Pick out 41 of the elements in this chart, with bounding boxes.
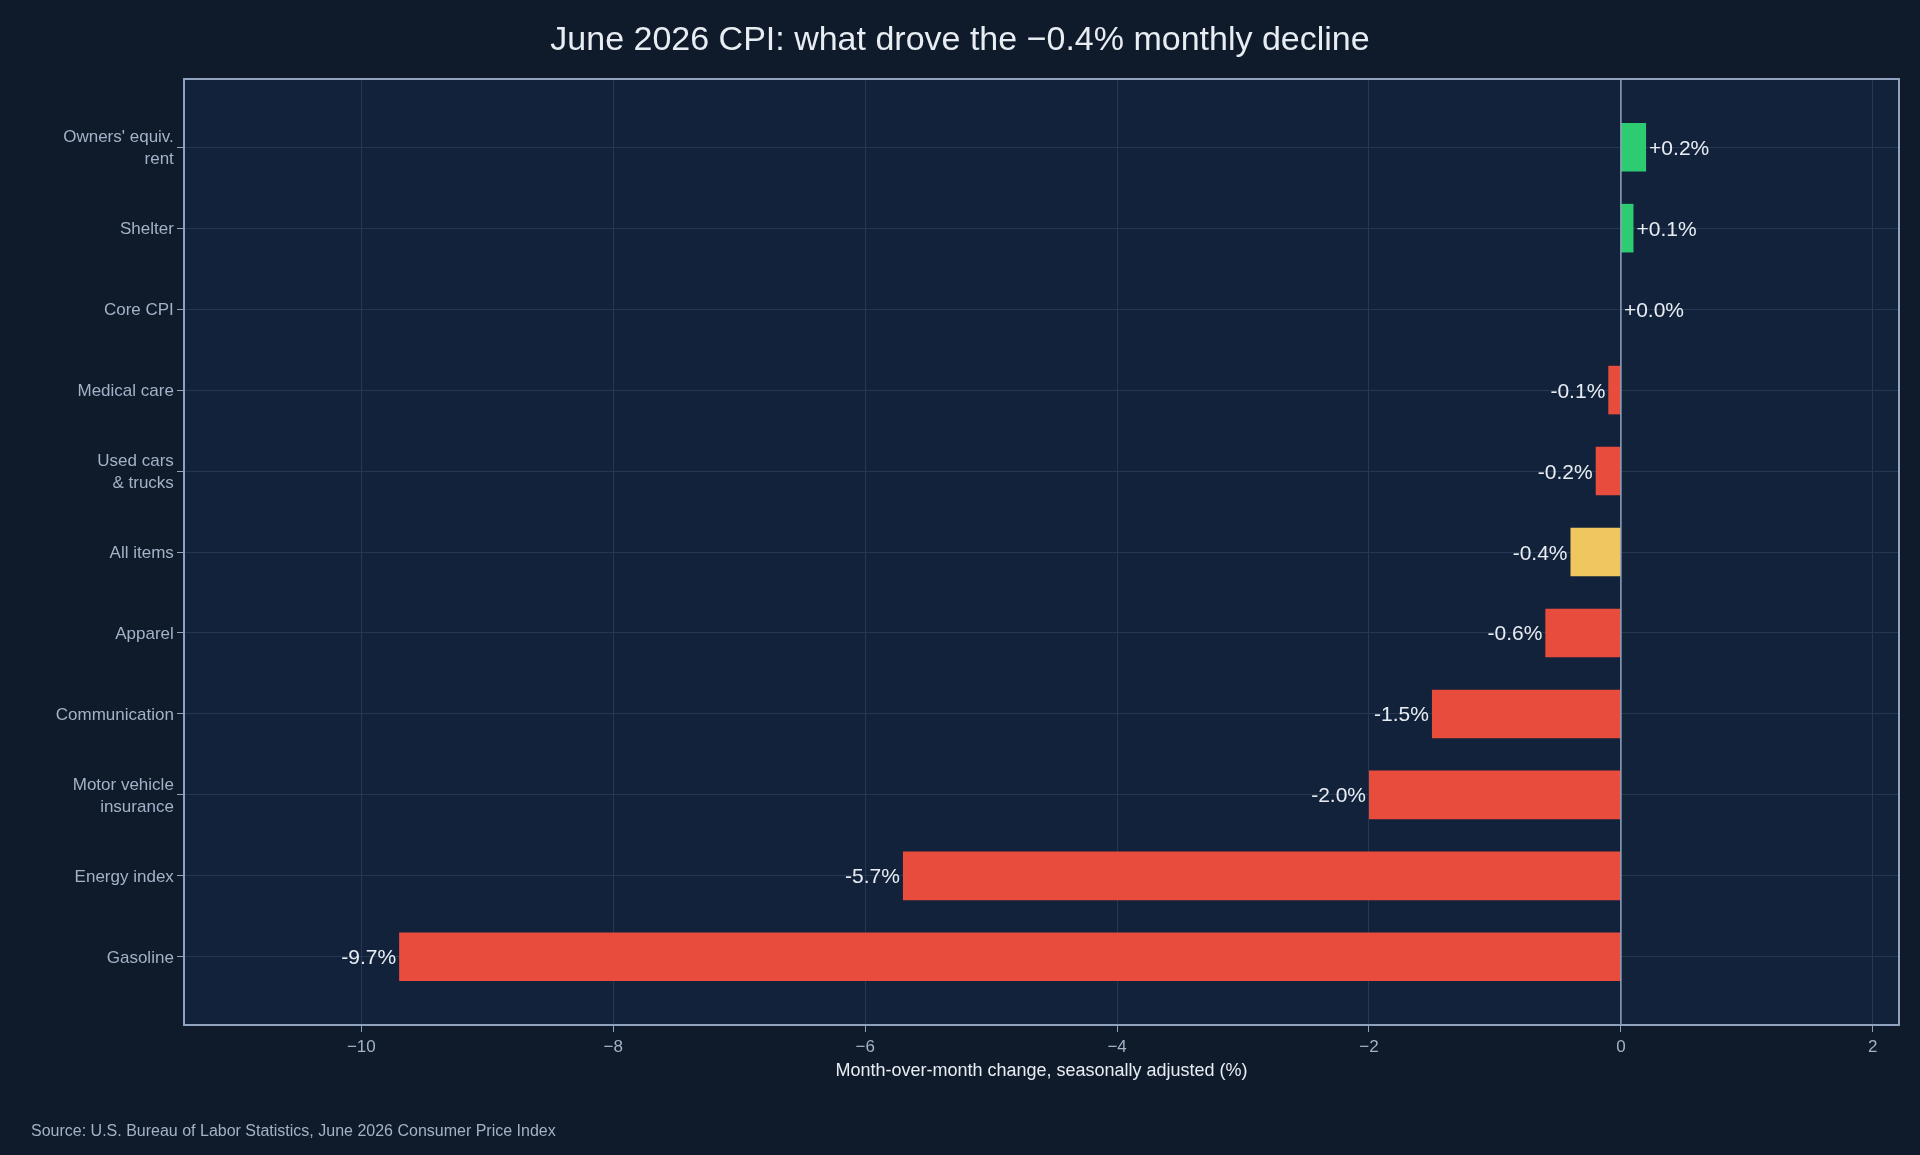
bar	[1545, 608, 1621, 658]
data-label: +0.0%	[1623, 297, 1685, 321]
y-tick-label: Shelter	[119, 219, 175, 239]
data-label: -1.5%	[1374, 702, 1429, 726]
y-tick-label: Used cars & trucks	[97, 450, 174, 493]
x-tick-label: −2	[1359, 1037, 1379, 1057]
data-label: -0.1%	[1550, 378, 1606, 402]
bar	[1368, 770, 1621, 820]
data-label: -2.0%	[1311, 783, 1366, 807]
y-tick-label: Gasoline	[106, 947, 174, 967]
y-tick-label: Owners' equiv. rent	[63, 127, 175, 169]
x-tick-label: −8	[603, 1037, 623, 1057]
bar	[1570, 527, 1621, 577]
data-label: -0.4%	[1512, 540, 1568, 564]
y-tick-label: Apparel	[115, 623, 174, 643]
y-tick-label: Communication	[55, 704, 174, 724]
bar	[902, 851, 1621, 901]
chart-title: June 2026 CPI: what drove the −0.4% monthly decline	[550, 18, 1370, 57]
source-note: Source: U.S. Bureau of Labor Statistics, June 2026 Consumer Price Index	[31, 1122, 556, 1139]
x-axis-title: Month-over-month change, seasonally adjusted (%)	[835, 1059, 1248, 1080]
y-tick-label: Medical care	[77, 381, 174, 401]
y-tick-label: All items	[109, 542, 174, 562]
bar	[1620, 122, 1647, 172]
data-label: -0.6%	[1487, 621, 1543, 645]
bar	[1431, 689, 1621, 739]
data-label: +0.2%	[1649, 135, 1710, 159]
x-tick-label: −4	[1107, 1037, 1127, 1057]
data-label: -0.2%	[1537, 459, 1593, 483]
data-label: +0.1%	[1636, 216, 1697, 240]
y-tick-label: Energy index	[74, 866, 175, 886]
bar	[1608, 365, 1621, 415]
y-tick-label: Core CPI	[103, 300, 174, 320]
x-tick-label: 2	[1868, 1037, 1878, 1057]
data-label: -9.7%	[341, 945, 397, 969]
bar	[399, 932, 1621, 982]
x-tick-label: 0	[1616, 1037, 1626, 1057]
x-tick-label: −10	[346, 1037, 376, 1057]
x-tick-label: −6	[855, 1037, 875, 1057]
bar	[1595, 446, 1621, 496]
data-label: -5.7%	[845, 864, 900, 888]
y-tick-label: Motor vehicle insurance	[72, 774, 174, 816]
